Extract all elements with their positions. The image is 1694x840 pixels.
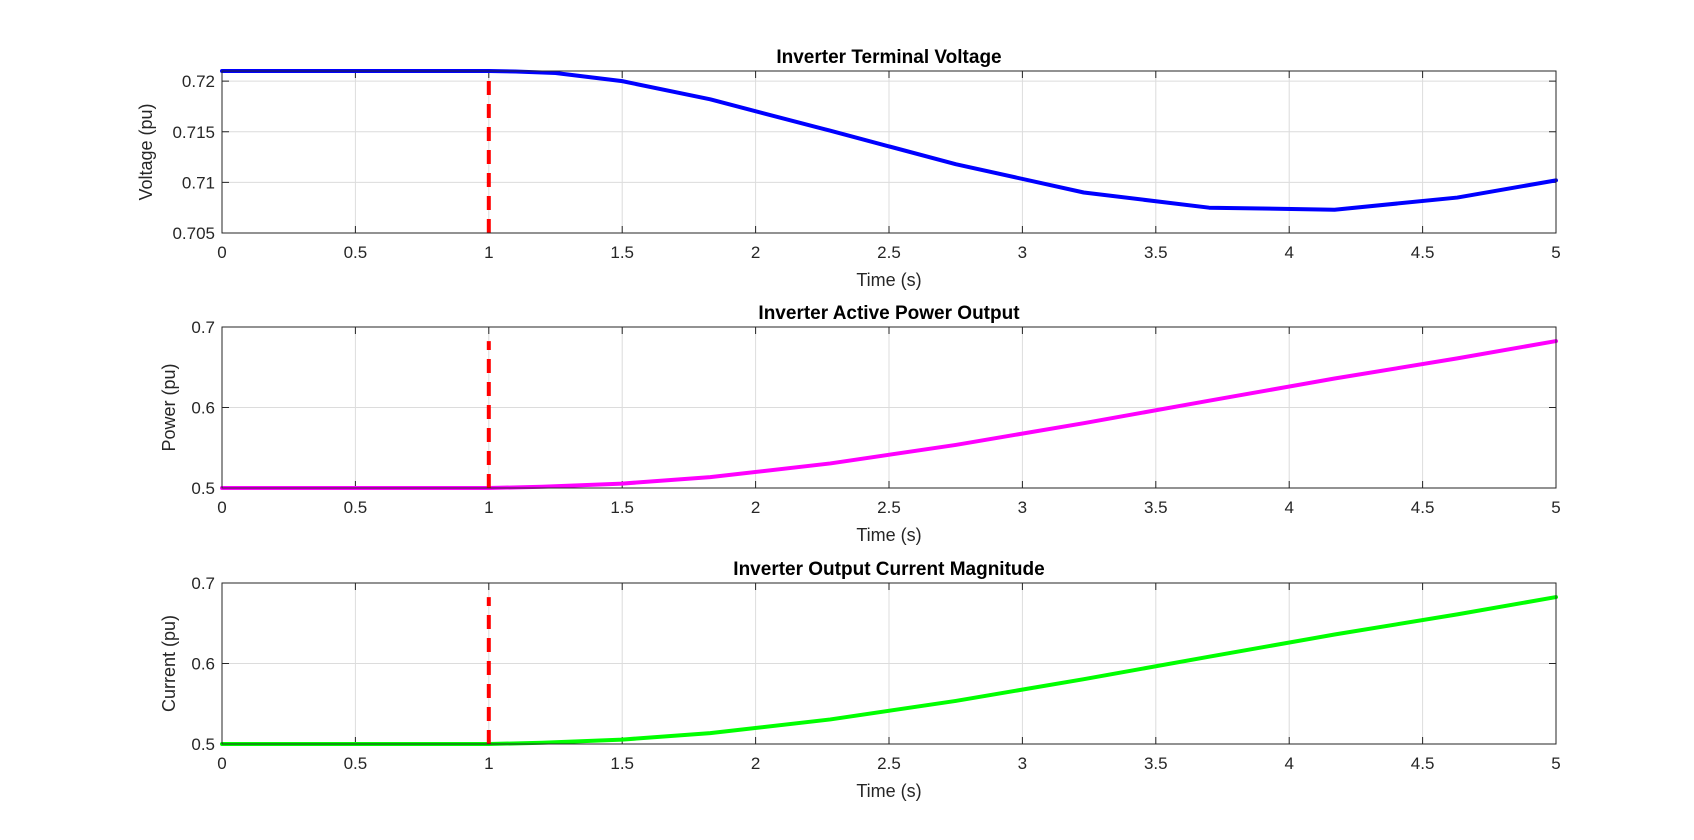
data-point — [955, 700, 956, 701]
data-point — [1334, 209, 1335, 210]
data-point — [555, 73, 556, 74]
x-tick-label: 4 — [1284, 243, 1293, 262]
x-tick-label: 3 — [1018, 498, 1027, 517]
x-axis-label: Time (s) — [856, 270, 921, 290]
x-tick-label: 3.5 — [1144, 754, 1168, 773]
data-point — [1209, 400, 1210, 401]
x-axis-label: Time (s) — [856, 781, 921, 801]
data-point — [710, 99, 711, 100]
chart-title: Inverter Active Power Output — [758, 303, 1020, 324]
series-line-1 — [220, 595, 1558, 746]
axes-frame — [221, 70, 1557, 234]
subplot-1: 0 0.5 1 1.5 2 2.5 3 3.5 4 4.5 5 0.705 0.71 0.715 0.72 I… — [136, 47, 1561, 290]
series-line-1 — [220, 69, 1558, 212]
x-tick-label: 1.5 — [610, 754, 634, 773]
x-tick-label: 2 — [751, 243, 760, 262]
x-tick-label: 1 — [484, 754, 493, 773]
x-tick-label: 1 — [484, 498, 493, 517]
x-tick-label: 3.5 — [1144, 243, 1168, 262]
y-axis-label: Voltage (pu) — [136, 103, 156, 200]
x-tick-label: 5 — [1551, 243, 1560, 262]
x-tick-label: 0.5 — [344, 243, 368, 262]
x-tick-label: 1.5 — [610, 243, 634, 262]
data-point — [542, 742, 543, 743]
x-tick-label: 4 — [1284, 498, 1293, 517]
data-point — [1083, 192, 1084, 193]
chart-title: Inverter Terminal Voltage — [776, 47, 1001, 68]
y-tick-label: 0.72 — [182, 72, 215, 91]
data-point — [622, 483, 623, 484]
data-point — [1209, 656, 1210, 657]
data-point — [1457, 358, 1458, 359]
x-tick-label: 3 — [1018, 243, 1027, 262]
data-point — [1083, 423, 1084, 424]
data-point — [1209, 207, 1210, 208]
data-point — [955, 164, 956, 165]
x-tick-label: 2.5 — [877, 498, 901, 517]
x-tick-label: 2.5 — [877, 754, 901, 773]
chart-title: Inverter Output Current Magnitude — [733, 559, 1044, 580]
data-point — [710, 477, 711, 478]
x-tick-label: 0 — [217, 243, 226, 262]
x-tick-label: 1 — [484, 243, 493, 262]
x-tick-label: 4.5 — [1411, 243, 1435, 262]
data-point — [1334, 378, 1335, 379]
series-line-1 — [220, 339, 1558, 490]
data-point — [955, 444, 956, 445]
x-tick-label: 3 — [1018, 754, 1027, 773]
x-tick-label: 1.5 — [610, 498, 634, 517]
x-tick-label: 0 — [217, 498, 226, 517]
y-tick-label: 0.71 — [182, 173, 215, 192]
data-point — [1334, 634, 1335, 635]
data-point — [622, 739, 623, 740]
x-tick-label: 0.5 — [344, 498, 368, 517]
data-point — [830, 719, 831, 720]
x-tick-label: 4 — [1284, 754, 1293, 773]
data-point — [830, 463, 831, 464]
x-tick-label: 2 — [751, 754, 760, 773]
data-point — [830, 130, 831, 131]
data-point — [1457, 197, 1458, 198]
data-point — [1083, 679, 1084, 680]
x-tick-label: 2.5 — [877, 243, 901, 262]
x-tick-label: 5 — [1551, 498, 1560, 517]
y-axis-label: Power (pu) — [159, 363, 179, 451]
data-point — [542, 486, 543, 487]
data-point — [622, 81, 623, 82]
data-point — [710, 733, 711, 734]
axes-frame — [221, 582, 1557, 745]
y-tick-label: 0.6 — [191, 399, 215, 418]
y-tick-label: 0.5 — [191, 735, 215, 754]
x-tick-label: 5 — [1551, 754, 1560, 773]
y-tick-label: 0.715 — [172, 123, 215, 142]
x-tick-label: 2 — [751, 498, 760, 517]
axes-frame — [221, 326, 1557, 489]
x-tick-label: 4.5 — [1411, 498, 1435, 517]
x-tick-label: 0 — [217, 754, 226, 773]
y-tick-label: 0.7 — [191, 574, 215, 593]
y-tick-label: 0.6 — [191, 655, 215, 674]
x-axis-label: Time (s) — [856, 525, 921, 545]
y-tick-label: 0.7 — [191, 318, 215, 337]
data-point — [1457, 614, 1458, 615]
x-tick-label: 4.5 — [1411, 754, 1435, 773]
x-tick-label: 3.5 — [1144, 498, 1168, 517]
y-tick-label: 0.5 — [191, 479, 215, 498]
y-tick-label: 0.705 — [172, 224, 215, 243]
y-axis-label: Current (pu) — [159, 615, 179, 712]
x-tick-label: 0.5 — [344, 754, 368, 773]
